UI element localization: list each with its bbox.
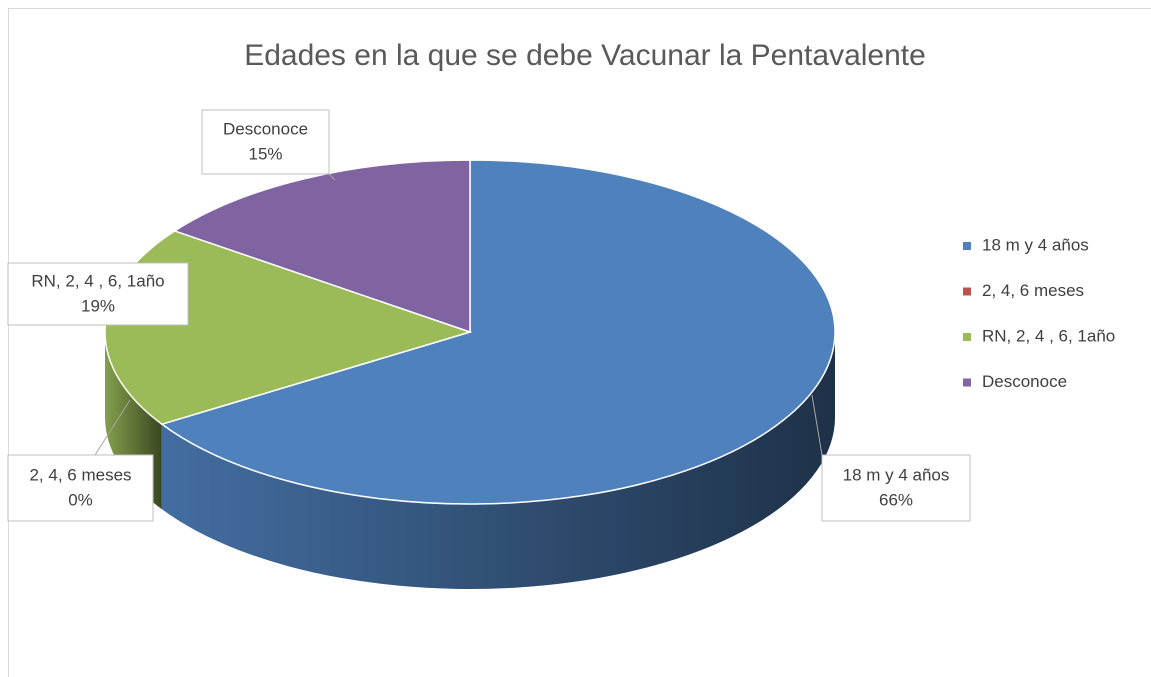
data-label-value: 66% [879, 490, 913, 509]
data-label-category: 18 m y 4 años [843, 465, 950, 484]
leader-line [94, 399, 131, 456]
slice [104, 230, 473, 425]
legend-label: 18 m y 4 años [982, 235, 1089, 254]
data-label-category: RN, 2, 4 , 6, 1año [31, 271, 164, 290]
leader-line [811, 394, 823, 456]
data-label-category: 2, 4, 6 meses [29, 465, 131, 484]
legend-swatch [963, 242, 971, 250]
data-label-value: 0% [68, 490, 93, 509]
legend-swatch [963, 287, 971, 296]
leader-line [328, 173, 336, 181]
data-label-box [821, 454, 971, 522]
chart-title: Edades en la que se debe Vacunar la Pent… [244, 39, 926, 72]
legend-swatch [963, 333, 971, 341]
legend-label: RN, 2, 4 , 6, 1año [982, 326, 1115, 345]
data-label-box [7, 454, 154, 522]
data-label-value: 15% [248, 144, 282, 163]
data-label-box [7, 262, 189, 326]
slice [160, 159, 836, 505]
legend-swatch [963, 378, 971, 387]
legend-label: 2, 4, 6 meses [982, 281, 1084, 300]
side-shade [161, 332, 836, 590]
legend-label: Desconoce [982, 372, 1067, 391]
data-label-category: Desconoce [223, 119, 308, 138]
data-label-value: 19% [81, 296, 115, 315]
data-label-box [201, 109, 330, 175]
slice [173, 159, 471, 334]
